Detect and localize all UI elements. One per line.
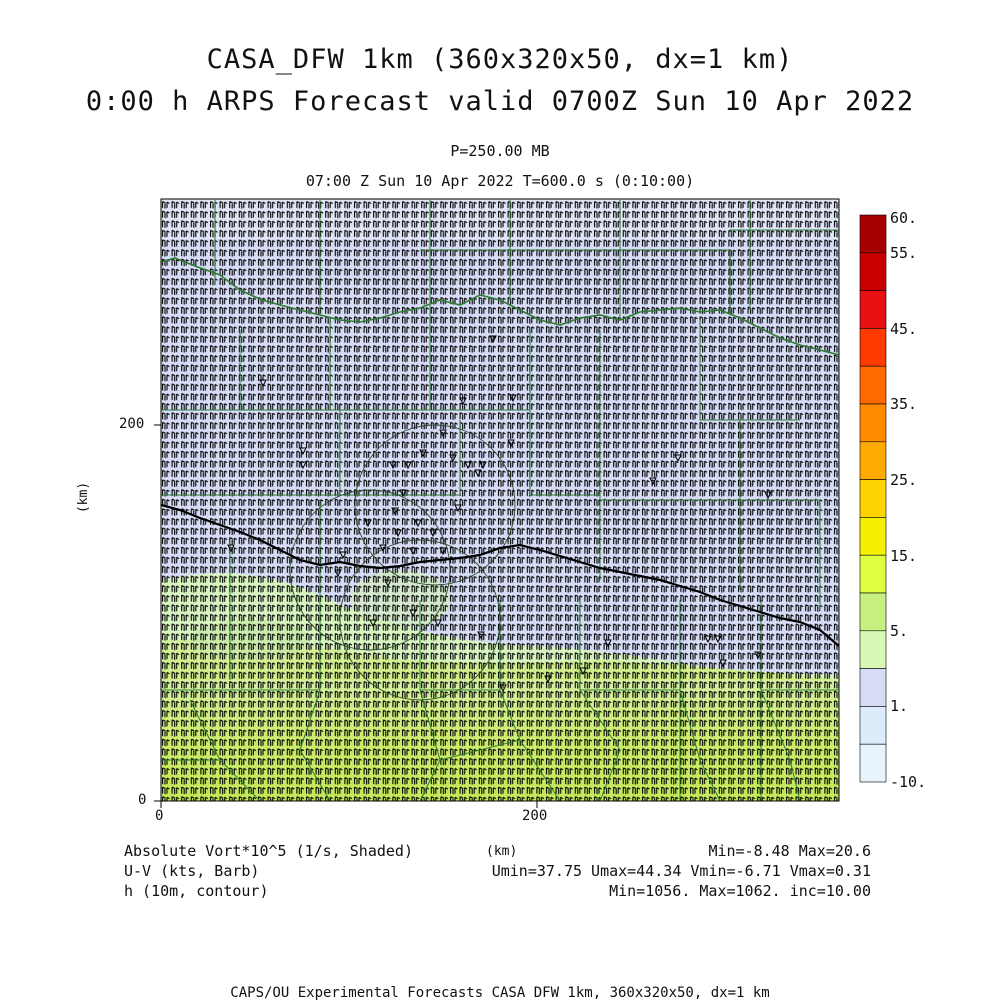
forecast-title: 0:00 h ARPS Forecast valid 0700Z Sun 10 … [85,86,915,117]
colorbar-label: 35. [890,395,918,413]
colorbar-label: 15. [890,547,918,565]
colorbar-swatch [859,365,887,405]
plot-frame [160,198,840,802]
station-markers [227,335,772,693]
colorbar-swatch [859,668,887,707]
colorbar [859,214,887,783]
legend-field-height: h (10m, contour) [124,882,269,900]
colorbar-swatch [859,630,887,669]
footer-credit: CAPS/OU Experimental Forecasts CASA DFW … [230,985,770,1001]
stats-vorticity: Min=-8.48 Max=20.6 [708,842,871,860]
county-boundaries [161,200,839,801]
colorbar-swatch [859,290,887,329]
colorbar-swatch [859,403,887,443]
y-axis-label: (km) [76,481,92,514]
colorbar-label: 60. [890,209,918,227]
colorbar-swatch [859,706,887,745]
x-tick-200: 200 [522,808,548,824]
y-tick-200: 200 [119,416,145,432]
map-title: CASA_DFW 1km (360x320x50, dx=1 km) [206,44,794,75]
colorbar-swatch [859,214,887,254]
colorbar-label: 5. [890,622,909,640]
legend-field-wind: U-V (kts, Barb) [124,862,260,880]
radar-range-rings [289,424,516,701]
valid-time: 07:00 Z Sun 10 Apr 2022 T=600.0 s (0:10:… [305,172,695,190]
colorbar-swatch [859,441,887,480]
colorbar-swatch [859,743,887,783]
colorbar-label: 1. [890,697,909,715]
stats-height: Min=1056. Max=1062. inc=10.00 [609,882,871,900]
colorbar-swatch [859,592,887,632]
colorbar-label: -10. [890,773,927,791]
height-contour [161,503,839,647]
x-axis-label: (km) [486,844,518,859]
colorbar-label: 55. [890,244,918,262]
y-tick-0: 0 [138,792,147,808]
colorbar-swatch [859,252,887,291]
colorbar-swatch [859,554,887,594]
legend-field-vorticity: Absolute Vort*10^5 (1/s, Shaded) [124,842,413,860]
colorbar-label: 25. [890,471,918,489]
stats-wind: Umin=37.75 Umax=44.34 Vmin=-6.71 Vmax=0.… [491,862,871,880]
colorbar-swatch [859,328,887,367]
colorbar-swatch [859,479,887,518]
colorbar-swatch [859,517,887,556]
axis-ticks [154,424,538,808]
colorbar-label: 45. [890,320,918,338]
vorticity-shading [161,199,839,801]
pressure-level: P=250.00 MB [450,142,550,160]
x-tick-0: 0 [155,808,164,824]
